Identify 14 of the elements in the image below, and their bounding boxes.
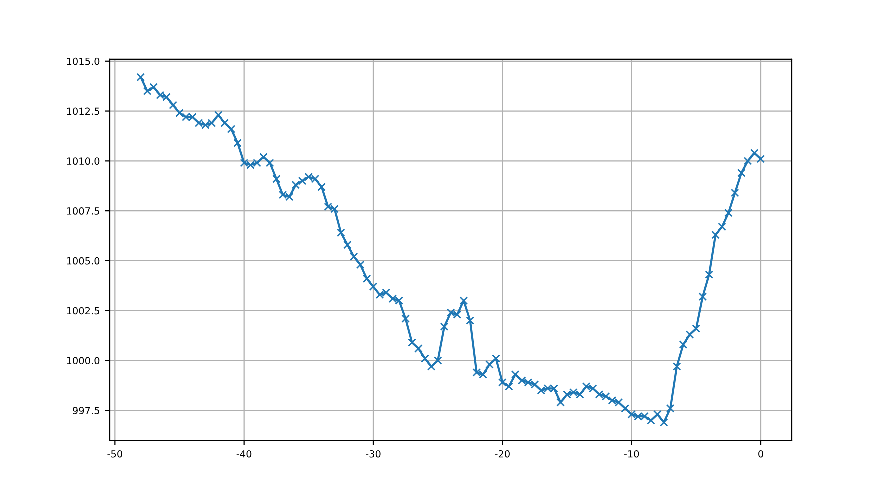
y-tick-label: 1000.0 xyxy=(67,357,100,365)
x-tick-label: -50 xyxy=(108,450,122,458)
y-tick-label: 1002.5 xyxy=(67,307,100,315)
x-tick-label: -40 xyxy=(236,450,252,458)
x-tick-label: 0 xyxy=(758,450,764,458)
x-tick-label: -10 xyxy=(624,450,640,458)
y-tick-label: 1010.0 xyxy=(67,158,100,166)
y-tick-label: 1015.0 xyxy=(67,58,100,66)
x-tick-label: -30 xyxy=(366,450,381,458)
x-tick-label: -20 xyxy=(495,450,510,458)
y-tick-label: 1007.5 xyxy=(67,208,100,215)
y-tick-label: 997.5 xyxy=(73,407,100,414)
y-tick-label: 1012.5 xyxy=(67,108,100,116)
y-tick-label: 1005.0 xyxy=(67,257,100,265)
